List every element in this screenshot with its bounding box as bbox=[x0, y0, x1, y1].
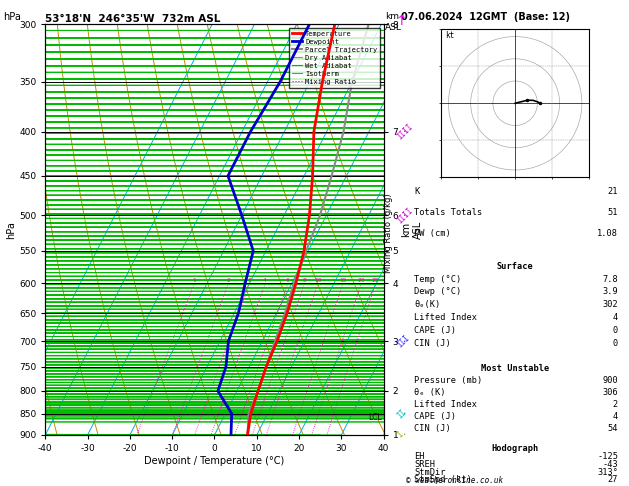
Text: θₑ(K): θₑ(K) bbox=[415, 300, 441, 309]
Text: Totals Totals: Totals Totals bbox=[415, 208, 482, 217]
Text: 8: 8 bbox=[303, 278, 306, 283]
Text: 10: 10 bbox=[314, 278, 322, 283]
Text: •: • bbox=[403, 213, 406, 218]
Text: 4: 4 bbox=[263, 278, 267, 283]
Text: 7.8: 7.8 bbox=[603, 275, 618, 283]
Legend: Temperature, Dewpoint, Parcel Trajectory, Dry Adiabat, Wet Adiabat, Isotherm, Mi: Temperature, Dewpoint, Parcel Trajectory… bbox=[289, 28, 380, 87]
Text: StmSpd (kt): StmSpd (kt) bbox=[415, 475, 472, 484]
Text: Surface: Surface bbox=[497, 261, 533, 271]
Text: 313°: 313° bbox=[597, 468, 618, 477]
Text: hPa: hPa bbox=[3, 12, 21, 22]
Text: Pressure (mb): Pressure (mb) bbox=[415, 376, 482, 385]
Text: 15: 15 bbox=[339, 278, 347, 283]
Text: 27: 27 bbox=[608, 475, 618, 484]
Text: 1: 1 bbox=[192, 278, 196, 283]
Text: 54: 54 bbox=[608, 424, 618, 433]
Text: PW (cm): PW (cm) bbox=[415, 229, 451, 238]
Text: StmDir: StmDir bbox=[415, 468, 446, 477]
Text: III: III bbox=[395, 333, 411, 349]
Text: 07.06.2024  12GMT  (Base: 12): 07.06.2024 12GMT (Base: 12) bbox=[401, 12, 571, 22]
Text: •: • bbox=[403, 129, 406, 134]
Text: K: K bbox=[415, 187, 420, 196]
Text: 4: 4 bbox=[613, 313, 618, 322]
Text: ↑: ↑ bbox=[396, 15, 407, 28]
Text: © weatheronline.co.uk: © weatheronline.co.uk bbox=[406, 475, 503, 485]
Y-axis label: hPa: hPa bbox=[6, 221, 16, 239]
Text: •: • bbox=[403, 433, 406, 437]
Text: IIII: IIII bbox=[395, 122, 415, 141]
Text: Dewp (°C): Dewp (°C) bbox=[415, 287, 462, 296]
Text: 6: 6 bbox=[286, 278, 290, 283]
Text: •: • bbox=[403, 339, 406, 344]
Text: 0: 0 bbox=[613, 339, 618, 347]
Text: IIII: IIII bbox=[395, 206, 415, 225]
Y-axis label: km
ASL: km ASL bbox=[401, 221, 423, 239]
Text: Most Unstable: Most Unstable bbox=[481, 364, 549, 373]
Text: CIN (J): CIN (J) bbox=[415, 339, 451, 347]
Text: 1.08: 1.08 bbox=[597, 229, 618, 238]
Text: Temp (°C): Temp (°C) bbox=[415, 275, 462, 283]
Text: II: II bbox=[395, 407, 408, 420]
Text: 3: 3 bbox=[248, 278, 252, 283]
Text: 0: 0 bbox=[613, 326, 618, 335]
Text: 306: 306 bbox=[603, 388, 618, 397]
Text: Mixing Ratio (g/kg): Mixing Ratio (g/kg) bbox=[384, 193, 392, 273]
Text: 21: 21 bbox=[608, 187, 618, 196]
Text: 4: 4 bbox=[613, 412, 618, 421]
Text: 3.9: 3.9 bbox=[603, 287, 618, 296]
Text: CAPE (J): CAPE (J) bbox=[415, 412, 457, 421]
Text: •: • bbox=[403, 411, 406, 416]
Text: Lifted Index: Lifted Index bbox=[415, 400, 477, 409]
Text: CAPE (J): CAPE (J) bbox=[415, 326, 457, 335]
Text: 302: 302 bbox=[603, 300, 618, 309]
Text: EH: EH bbox=[415, 452, 425, 461]
Text: 25: 25 bbox=[372, 278, 380, 283]
Text: -125: -125 bbox=[597, 452, 618, 461]
X-axis label: Dewpoint / Temperature (°C): Dewpoint / Temperature (°C) bbox=[145, 456, 284, 466]
Text: 2: 2 bbox=[226, 278, 230, 283]
Text: Hodograph: Hodograph bbox=[491, 444, 539, 453]
Text: 2: 2 bbox=[613, 400, 618, 409]
Text: LCL: LCL bbox=[368, 413, 382, 422]
Text: θₑ (K): θₑ (K) bbox=[415, 388, 446, 397]
Text: kt: kt bbox=[445, 31, 455, 40]
Text: Lifted Index: Lifted Index bbox=[415, 313, 477, 322]
Text: -43: -43 bbox=[603, 460, 618, 469]
Text: 51: 51 bbox=[608, 208, 618, 217]
Text: km
ASL: km ASL bbox=[385, 12, 402, 32]
Text: 900: 900 bbox=[603, 376, 618, 385]
Text: 53°18'N  246°35'W  732m ASL: 53°18'N 246°35'W 732m ASL bbox=[45, 14, 221, 23]
Text: I: I bbox=[395, 430, 404, 440]
Text: 20: 20 bbox=[357, 278, 365, 283]
Text: CIN (J): CIN (J) bbox=[415, 424, 451, 433]
Text: SREH: SREH bbox=[415, 460, 435, 469]
